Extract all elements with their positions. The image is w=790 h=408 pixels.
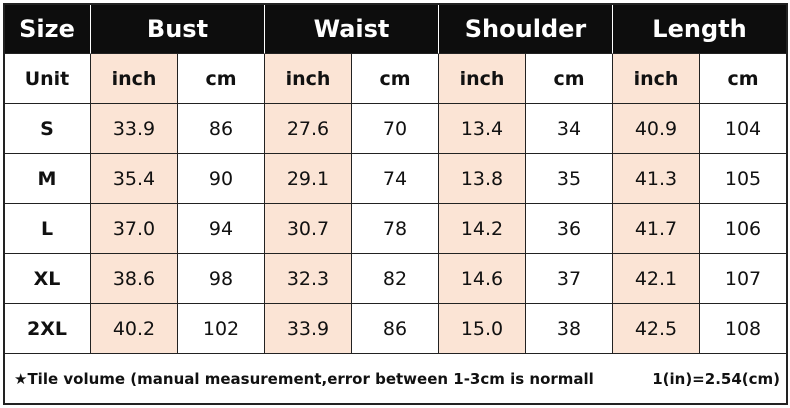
measure-cell: 86 — [178, 104, 265, 154]
measure-cell: 74 — [352, 154, 439, 204]
measure-cell: 42.1 — [613, 254, 700, 304]
measure-cell: 33.9 — [91, 104, 178, 154]
header-cell: Bust — [91, 4, 265, 54]
measure-cell: 40.9 — [613, 104, 700, 154]
measure-cell: 70 — [352, 104, 439, 154]
measure-cell: 13.4 — [439, 104, 526, 154]
measure-cell: 108 — [700, 304, 787, 354]
unit-cell: inch — [265, 54, 352, 104]
measure-cell: 35 — [526, 154, 613, 204]
header-cell: Length — [613, 4, 787, 54]
measure-cell: 30.7 — [265, 204, 352, 254]
measure-cell: 36 — [526, 204, 613, 254]
measure-cell: 38 — [526, 304, 613, 354]
measure-cell: 29.1 — [265, 154, 352, 204]
size-label: XL — [4, 254, 91, 304]
measure-cell: 27.6 — [265, 104, 352, 154]
unit-cell: Unit — [4, 54, 91, 104]
unit-cell: cm — [700, 54, 787, 104]
header-cell: Shoulder — [439, 4, 613, 54]
conversion: 1(in)=2.54(cm) — [652, 370, 780, 388]
measure-cell: 37.0 — [91, 204, 178, 254]
measure-cell: 102 — [178, 304, 265, 354]
measure-cell: 14.6 — [439, 254, 526, 304]
measure-cell: 40.2 — [91, 304, 178, 354]
measure-cell: 86 — [352, 304, 439, 354]
unit-cell: inch — [613, 54, 700, 104]
measure-cell: 90 — [178, 154, 265, 204]
measure-cell: 32.3 — [265, 254, 352, 304]
measure-cell: 42.5 — [613, 304, 700, 354]
unit-cell: cm — [352, 54, 439, 104]
measure-cell: 105 — [700, 154, 787, 204]
measure-cell: 13.8 — [439, 154, 526, 204]
size-label: M — [4, 154, 91, 204]
unit-cell: inch — [91, 54, 178, 104]
size-label: 2XL — [4, 304, 91, 354]
unit-cell: cm — [178, 54, 265, 104]
unit-cell: inch — [439, 54, 526, 104]
measure-cell: 82 — [352, 254, 439, 304]
measure-cell: 37 — [526, 254, 613, 304]
measure-cell: 78 — [352, 204, 439, 254]
note: ★Tile volume (manual measurement,error b… — [14, 370, 594, 388]
measure-cell: 106 — [700, 204, 787, 254]
unit-cell: cm — [526, 54, 613, 104]
header-cell: Size — [4, 4, 91, 54]
measure-cell: 15.0 — [439, 304, 526, 354]
measure-cell: 38.6 — [91, 254, 178, 304]
measure-cell: 104 — [700, 104, 787, 154]
measure-cell: 14.2 — [439, 204, 526, 254]
measure-cell: 35.4 — [91, 154, 178, 204]
measure-cell: 94 — [178, 204, 265, 254]
measure-cell: 41.7 — [613, 204, 700, 254]
measure-cell: 34 — [526, 104, 613, 154]
size-label: S — [4, 104, 91, 154]
measure-cell: 107 — [700, 254, 787, 304]
measure-cell: 33.9 — [265, 304, 352, 354]
header-cell: Waist — [265, 4, 439, 54]
measure-cell: 98 — [178, 254, 265, 304]
size-label: L — [4, 204, 91, 254]
measure-cell: 41.3 — [613, 154, 700, 204]
